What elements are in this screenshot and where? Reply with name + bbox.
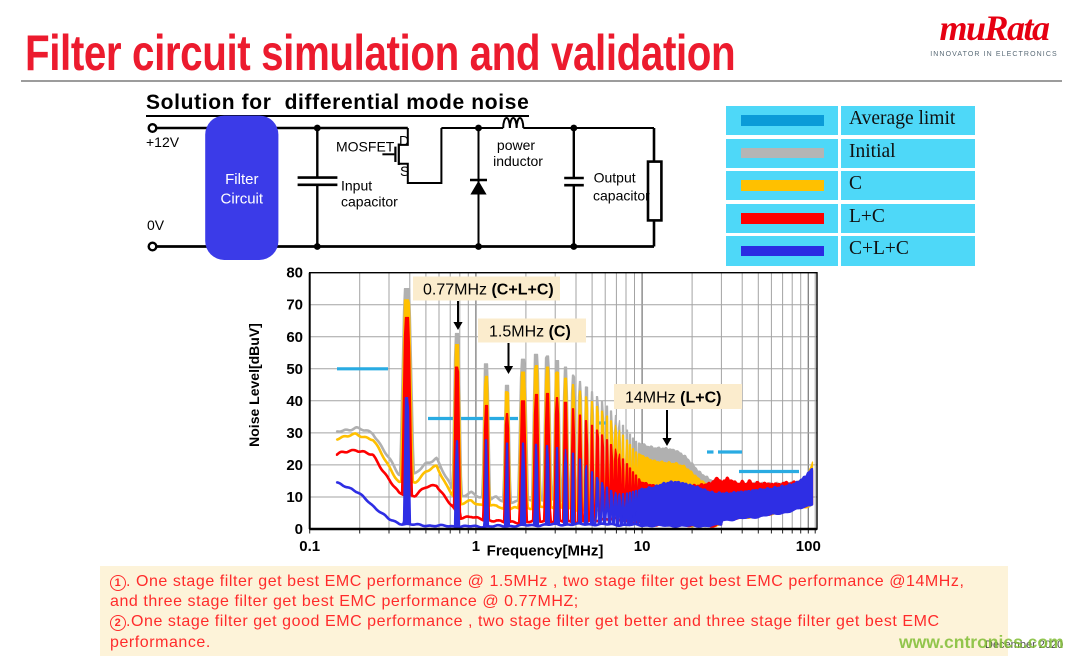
svg-text:Noise Level[dBuV]: Noise Level[dBuV] [246,323,262,447]
svg-text:14MHz (L+C): 14MHz (L+C) [625,390,721,407]
svg-text:20: 20 [286,457,303,474]
svg-text:+12V: +12V [146,134,180,150]
svg-text:capacitor: capacitor [593,188,650,204]
svg-text:inductor: inductor [493,153,543,169]
svg-text:0.77MHz (C+L+C): 0.77MHz (C+L+C) [423,282,554,299]
svg-text:50: 50 [286,361,303,378]
svg-text:Filter: Filter [225,171,258,188]
svg-text:Input: Input [341,178,372,194]
svg-text:Frequency[MHz]: Frequency[MHz] [487,543,604,560]
svg-text:power: power [497,137,535,153]
svg-text:Output: Output [594,170,636,186]
svg-text:10: 10 [634,538,651,555]
svg-text:D: D [399,133,409,149]
svg-text:capacitor: capacitor [341,194,398,210]
svg-text:70: 70 [286,297,303,314]
svg-text:1.5MHz (C): 1.5MHz (C) [489,324,571,341]
svg-text:60: 60 [286,329,303,346]
svg-text:0: 0 [295,521,303,538]
svg-text:1: 1 [472,538,480,555]
svg-text:S: S [400,163,409,179]
svg-text:MOSFET: MOSFET [336,139,395,155]
svg-text:0.1: 0.1 [299,538,320,555]
svg-text:100: 100 [796,538,821,555]
svg-text:40: 40 [286,393,303,410]
svg-text:80: 80 [286,265,303,282]
svg-text:0V: 0V [147,217,165,233]
svg-text:30: 30 [286,425,303,442]
svg-text:Circuit: Circuit [221,191,264,208]
svg-text:10: 10 [286,489,303,506]
